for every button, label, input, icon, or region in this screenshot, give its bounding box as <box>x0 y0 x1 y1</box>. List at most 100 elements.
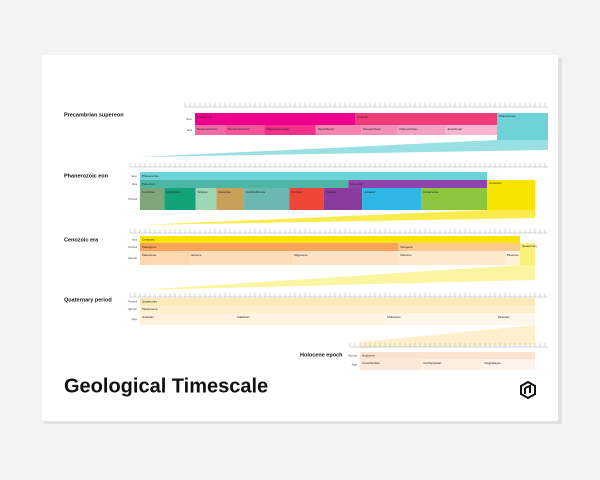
time-segment <box>348 180 487 188</box>
segment-label: Silurian <box>198 190 208 194</box>
time-segment <box>189 251 292 265</box>
segment-label: Cenozoic <box>142 237 155 241</box>
side-label: Quaternary <box>522 244 538 248</box>
time-segment <box>195 125 226 135</box>
segment-label: Eoarchean <box>448 127 463 131</box>
time-segment <box>195 188 217 210</box>
segment-label: Holocene <box>362 353 375 357</box>
segment-label: Neoarchean <box>318 127 335 131</box>
segment-label: Jurassic <box>364 190 376 194</box>
segment-label: Mesoproterozoic <box>227 127 250 131</box>
funnel <box>360 325 535 348</box>
funnel <box>140 210 535 225</box>
time-segment <box>140 236 520 243</box>
time-segment <box>140 180 349 188</box>
segment-label: Paleozoic <box>142 182 156 186</box>
segment-label: Ordovician <box>166 190 181 194</box>
section-title: Quaternary period <box>64 297 112 303</box>
segment-label: Paleocene <box>142 253 157 257</box>
section-title: Holocene epoch <box>300 352 343 358</box>
time-segment <box>244 188 290 210</box>
segment-label: Mesoarchean <box>363 127 382 131</box>
segment-label: Quaternary <box>142 299 158 303</box>
row-label: Era <box>187 128 192 132</box>
time-segment <box>140 172 487 180</box>
time-segment <box>225 125 265 135</box>
segment-label: Cretaceous <box>423 190 439 194</box>
time-segment <box>421 188 487 210</box>
side-block <box>487 180 535 210</box>
row-label: Era <box>132 237 137 241</box>
section-title: Cenozoic era <box>64 237 99 243</box>
time-segment <box>495 313 535 325</box>
time-segment <box>355 113 497 125</box>
row-label: Eon <box>187 117 193 121</box>
segment-label: Neoproterozoic <box>197 127 218 131</box>
time-segment <box>361 125 398 135</box>
time-segment <box>482 359 535 370</box>
time-segment <box>397 125 446 135</box>
time-segment <box>323 188 363 210</box>
row-label: Period <box>128 197 137 201</box>
time-segment <box>360 352 535 359</box>
segment-label: Mesozoic <box>350 182 363 186</box>
time-segment <box>140 305 535 313</box>
segment-label: Calabrian <box>237 315 250 319</box>
segment-label: Tarantian <box>498 315 511 319</box>
segment-label: Gelasian <box>142 315 154 319</box>
segment-label: Pliocene <box>507 253 519 257</box>
segment-label: Miocene <box>400 253 412 257</box>
section-title: Phanerozoic eon <box>64 173 109 179</box>
segment-label: Proterozoic <box>197 115 213 119</box>
section-title: Precambrian supereon <box>64 112 124 118</box>
time-segment <box>140 251 190 265</box>
time-segment <box>398 243 520 251</box>
segment-label: Oligocene <box>294 253 308 257</box>
time-segment <box>140 298 535 305</box>
time-segment <box>315 125 362 135</box>
segment-label: Pleistocene <box>142 307 158 311</box>
side-block <box>497 113 548 140</box>
time-segment <box>216 188 245 210</box>
time-segment <box>421 359 483 370</box>
time-segment <box>140 313 235 325</box>
segment-label: Paleoarchean <box>399 127 418 131</box>
segment-label: Neogene <box>400 245 413 249</box>
segment-label: Carboniferous <box>246 190 265 194</box>
time-segment <box>289 188 324 210</box>
side-label: Cenozoic <box>489 181 502 185</box>
row-label: Period <box>128 299 137 303</box>
segment-label: Northgrippian <box>423 361 441 365</box>
side-label: Phanerozoic <box>499 114 516 118</box>
segment-label: Cambrian <box>142 190 155 194</box>
time-segment <box>384 313 496 325</box>
row-label: Eon <box>132 174 138 178</box>
segment-label: Meghalayan <box>485 361 502 365</box>
row-label: Epoch <box>128 307 137 311</box>
time-segment <box>504 251 520 265</box>
poster-title: Geological Timescale <box>64 375 268 397</box>
time-segment <box>264 125 316 135</box>
segment-label: Paleogene <box>142 245 157 249</box>
funnel <box>140 140 548 157</box>
time-segment <box>164 188 196 210</box>
time-segment <box>195 113 356 125</box>
funnel <box>140 265 535 290</box>
segment-label: Devonian <box>218 190 231 194</box>
row-label: Epoch <box>128 256 137 260</box>
segment-label: Chibanian <box>387 315 401 319</box>
time-segment <box>234 313 385 325</box>
row-label: Era <box>132 182 137 186</box>
segment-label: Eocene <box>191 253 202 257</box>
time-segment <box>445 125 497 135</box>
row-label: Age <box>132 317 138 321</box>
segment-label: Triassic <box>326 190 337 194</box>
time-segment <box>362 188 422 210</box>
time-segment <box>398 251 505 265</box>
row-label: Age <box>352 362 358 366</box>
time-segment <box>360 359 422 370</box>
time-segment <box>140 243 399 251</box>
segment-label: Permian <box>291 190 303 194</box>
